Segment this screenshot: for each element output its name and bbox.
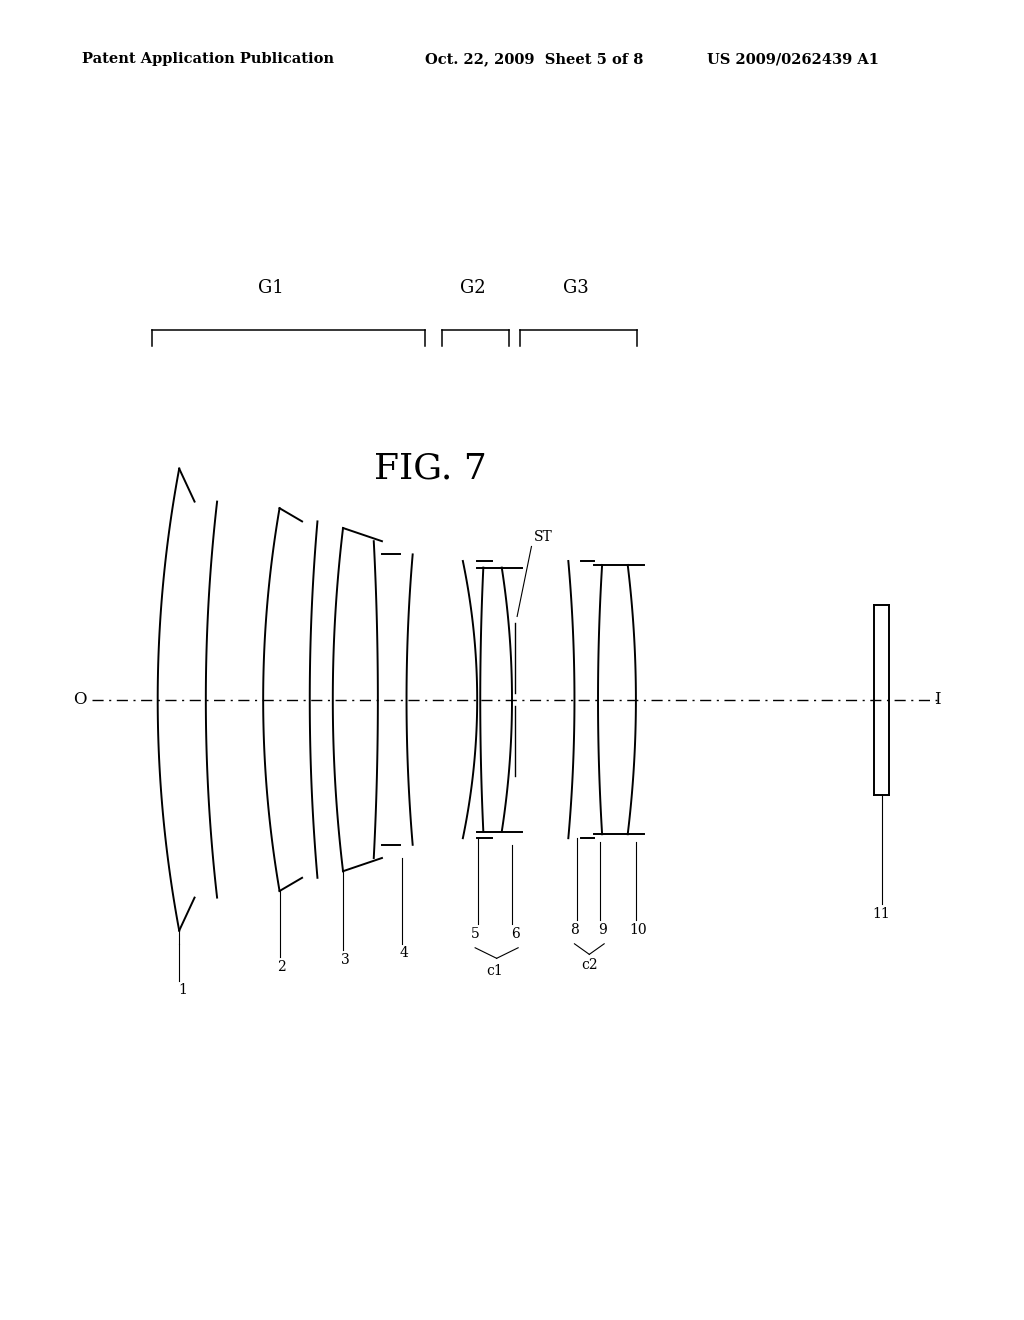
Text: 5: 5: [471, 927, 479, 941]
Text: G2: G2: [460, 279, 486, 297]
Text: 8: 8: [570, 923, 579, 937]
Text: 6: 6: [511, 927, 519, 941]
Text: I: I: [934, 692, 940, 708]
Text: Patent Application Publication: Patent Application Publication: [82, 53, 334, 66]
Text: 11: 11: [872, 907, 891, 921]
Text: c2: c2: [581, 958, 598, 973]
Text: 10: 10: [629, 923, 647, 937]
Text: 3: 3: [341, 953, 349, 968]
Text: 1: 1: [178, 983, 186, 998]
Text: c1: c1: [486, 964, 504, 978]
Text: Oct. 22, 2009  Sheet 5 of 8: Oct. 22, 2009 Sheet 5 of 8: [425, 53, 643, 66]
Text: G1: G1: [258, 279, 285, 297]
Text: O: O: [74, 692, 87, 708]
Text: G3: G3: [562, 279, 589, 297]
Text: FIG. 7: FIG. 7: [374, 451, 486, 486]
Text: ST: ST: [534, 529, 552, 544]
Text: 2: 2: [278, 960, 286, 974]
Text: 9: 9: [598, 923, 606, 937]
Text: 4: 4: [400, 946, 409, 961]
Text: US 2009/0262439 A1: US 2009/0262439 A1: [707, 53, 879, 66]
